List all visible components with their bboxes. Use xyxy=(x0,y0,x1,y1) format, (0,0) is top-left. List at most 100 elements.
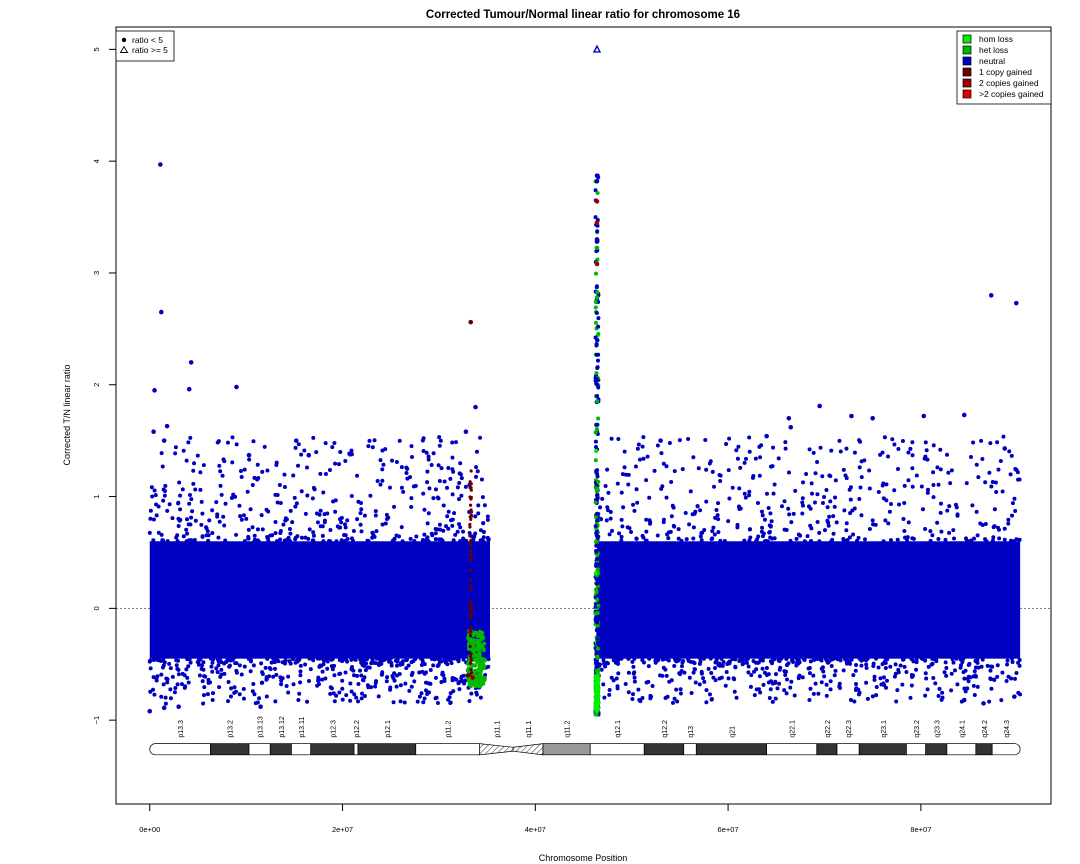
data-point xyxy=(437,522,442,527)
data-point xyxy=(425,521,430,526)
data-point xyxy=(455,657,460,662)
data-point xyxy=(282,485,287,490)
data-point xyxy=(1008,538,1013,543)
data-point xyxy=(417,670,422,675)
data-point xyxy=(422,532,427,537)
data-point xyxy=(962,676,967,681)
data-point xyxy=(641,435,646,440)
data-point xyxy=(433,537,438,542)
data-point xyxy=(310,538,315,543)
data-point xyxy=(971,440,976,445)
data-point xyxy=(987,470,992,475)
data-point xyxy=(829,663,834,668)
data-point xyxy=(995,440,1000,445)
data-point xyxy=(161,487,166,492)
data-point xyxy=(474,474,479,479)
data-point xyxy=(626,482,631,487)
data-point xyxy=(334,539,339,544)
data-point xyxy=(456,681,461,686)
data-point xyxy=(997,536,1002,541)
data-point xyxy=(786,506,791,511)
data-point xyxy=(644,538,649,543)
data-point xyxy=(468,568,473,573)
data-point xyxy=(1012,694,1017,699)
data-point xyxy=(223,538,228,543)
data-point xyxy=(679,669,684,674)
data-point xyxy=(200,663,205,668)
data-point xyxy=(414,534,419,539)
data-point xyxy=(684,537,689,542)
data-point xyxy=(948,481,953,486)
data-point xyxy=(742,460,747,465)
data-point xyxy=(595,497,600,502)
data-point xyxy=(387,485,392,490)
data-point xyxy=(672,663,677,668)
data-point xyxy=(595,245,600,250)
data-point xyxy=(355,673,360,678)
data-point xyxy=(666,658,671,663)
data-point xyxy=(437,435,442,440)
data-point xyxy=(976,665,981,670)
data-point xyxy=(760,666,765,671)
data-point xyxy=(664,673,669,678)
y-tick-label: 0 xyxy=(92,606,101,610)
data-point xyxy=(210,698,215,703)
data-point xyxy=(762,539,767,544)
data-point xyxy=(395,657,400,662)
data-point xyxy=(167,502,172,507)
data-point xyxy=(655,533,660,538)
data-point xyxy=(343,670,348,675)
data-point xyxy=(938,510,943,515)
data-point xyxy=(895,537,900,542)
ideogram-band xyxy=(310,743,355,756)
data-point xyxy=(826,523,831,528)
data-point xyxy=(611,656,616,661)
data-point xyxy=(593,444,598,449)
data-point xyxy=(349,448,354,453)
data-point xyxy=(471,633,476,638)
data-point xyxy=(759,529,764,534)
data-point xyxy=(596,316,601,321)
data-point xyxy=(771,445,776,450)
data-point xyxy=(350,667,355,672)
data-point xyxy=(848,497,853,502)
data-point xyxy=(595,394,600,399)
data-point xyxy=(760,534,765,539)
data-point xyxy=(743,495,748,500)
data-point xyxy=(644,517,649,522)
data-point xyxy=(215,670,220,675)
data-point xyxy=(874,684,879,689)
data-point xyxy=(359,673,364,678)
data-point xyxy=(199,522,204,527)
data-point xyxy=(703,437,708,442)
data-point xyxy=(726,676,731,681)
data-point xyxy=(601,682,606,687)
data-point xyxy=(452,676,457,681)
data-point xyxy=(429,462,434,467)
data-point xyxy=(443,660,448,665)
data-point xyxy=(283,661,288,666)
data-point xyxy=(813,681,818,686)
data-point xyxy=(478,528,483,533)
data-point xyxy=(370,445,375,450)
data-point xyxy=(905,538,910,543)
data-point xyxy=(702,527,707,532)
data-point xyxy=(367,438,372,443)
data-point xyxy=(661,520,666,525)
ideogram-band xyxy=(975,743,993,756)
data-point xyxy=(828,658,833,663)
data-point xyxy=(852,699,857,704)
data-point xyxy=(896,446,901,451)
data-point xyxy=(993,480,998,485)
data-point xyxy=(765,539,770,544)
data-point xyxy=(469,630,473,634)
data-point xyxy=(608,509,613,514)
data-point xyxy=(807,671,812,676)
data-point xyxy=(702,679,707,684)
data-point xyxy=(437,443,442,448)
data-point xyxy=(410,670,415,675)
data-point xyxy=(936,482,941,487)
data-point xyxy=(748,527,753,532)
data-point xyxy=(849,657,854,662)
data-point xyxy=(315,656,320,661)
